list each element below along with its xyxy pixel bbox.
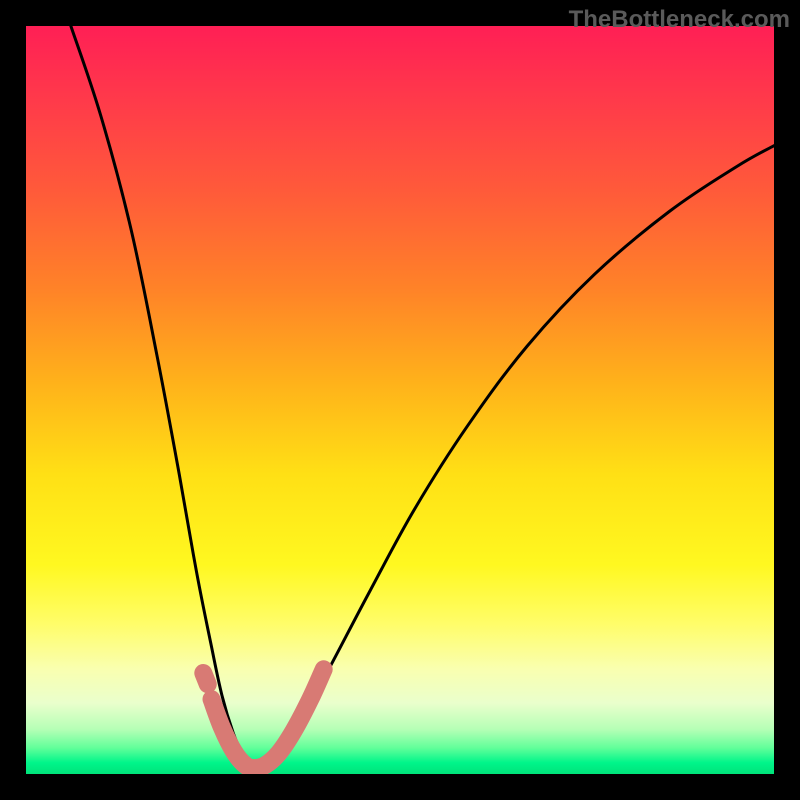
chart-svg [26, 26, 774, 774]
optimal-region-highlight-0 [203, 673, 207, 684]
chart-plot-area [26, 26, 774, 774]
outer-frame: TheBottleneck.com [0, 0, 800, 800]
watermark-text: TheBottleneck.com [569, 6, 790, 34]
gradient-background [26, 26, 774, 774]
